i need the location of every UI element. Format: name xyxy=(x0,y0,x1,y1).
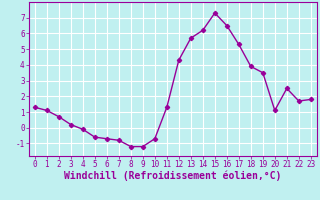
X-axis label: Windchill (Refroidissement éolien,°C): Windchill (Refroidissement éolien,°C) xyxy=(64,171,282,181)
